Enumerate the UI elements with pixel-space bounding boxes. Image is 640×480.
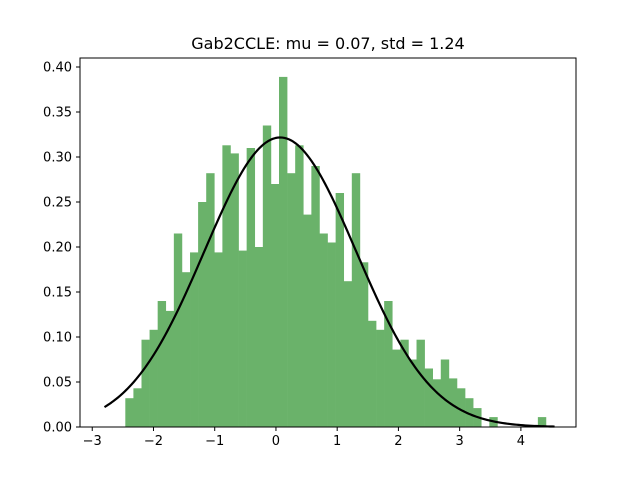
y-axis: 0.00 0.05 0.10 0.15 0.20 0.25 0.30 0.35 0.40	[43, 61, 80, 436]
histogram-bar	[270, 184, 280, 427]
y-tick-label: 0.35	[43, 106, 72, 121]
histogram-bar	[198, 202, 207, 427]
y-tick-label: 0.30	[43, 151, 72, 166]
histogram-bar	[448, 378, 458, 427]
histogram-bar	[222, 145, 231, 428]
histogram-bar	[181, 272, 191, 427]
histogram-bar	[279, 76, 288, 428]
histogram-bar	[376, 329, 385, 427]
histogram-bar	[384, 301, 393, 427]
y-tick-label: 0.15	[43, 286, 72, 301]
x-tick-label: −3	[83, 434, 102, 449]
histogram-bar	[238, 250, 247, 427]
plot-area-frame	[79, 57, 577, 428]
histogram-bar	[537, 417, 547, 427]
histogram-bar	[214, 252, 223, 427]
histogram-bar	[319, 233, 328, 427]
histogram-bar	[400, 339, 409, 427]
y-tick-label: 0.40	[43, 61, 72, 76]
histogram-bar	[149, 329, 158, 427]
histogram-bar	[133, 388, 142, 427]
x-tick-label: 1	[333, 434, 341, 449]
y-tick-label: 0.00	[43, 421, 72, 436]
histogram-bar	[465, 398, 474, 427]
histogram-bar	[440, 359, 450, 427]
x-axis: −3 −2 −1 0 1 2 3 4	[83, 427, 525, 449]
y-tick-label: 0.10	[43, 331, 72, 346]
histogram-bar	[125, 398, 134, 427]
histogram-bar	[246, 148, 256, 427]
histogram-bar	[206, 173, 215, 427]
histogram-bars	[125, 76, 547, 428]
normal-pdf-line	[103, 136, 555, 428]
histogram-bar	[230, 153, 239, 427]
histogram-bar	[456, 388, 466, 427]
x-tick-label: −2	[144, 434, 163, 449]
histogram-bar	[311, 166, 320, 427]
histogram-bar	[432, 379, 442, 427]
histogram-bar	[327, 242, 336, 427]
histogram-bar	[262, 125, 272, 427]
normal-fit-curve	[103, 136, 555, 428]
histogram-bar	[359, 262, 369, 427]
x-tick-label: 3	[456, 434, 464, 449]
histogram-bar	[287, 173, 296, 427]
histogram-bar	[190, 252, 199, 427]
histogram-bar	[335, 193, 345, 427]
histogram-bar	[408, 359, 417, 427]
y-tick-label: 0.20	[43, 241, 72, 256]
histogram-bar	[351, 173, 361, 427]
histogram-bar	[254, 247, 264, 427]
x-tick-label: 0	[272, 434, 280, 449]
y-tick-label: 0.25	[43, 196, 72, 211]
histogram-bar	[416, 339, 425, 427]
histogram-bar	[424, 368, 433, 427]
histogram-bar	[173, 233, 183, 427]
histogram-bar	[303, 214, 312, 427]
chart-title: Gab2CCLE: mu = 0.07, std = 1.24	[191, 34, 464, 53]
x-tick-label: 2	[394, 434, 402, 449]
histogram-bar	[157, 301, 167, 427]
histogram-bar	[343, 281, 353, 427]
x-tick-label: −1	[205, 434, 224, 449]
histogram-bar	[392, 349, 401, 427]
histogram-bar	[295, 145, 304, 428]
histogram-bar	[165, 310, 175, 427]
histogram-bar	[141, 339, 150, 427]
x-tick-label: 4	[517, 434, 525, 449]
histogram-bar	[367, 320, 377, 427]
y-tick-label: 0.05	[43, 376, 72, 391]
